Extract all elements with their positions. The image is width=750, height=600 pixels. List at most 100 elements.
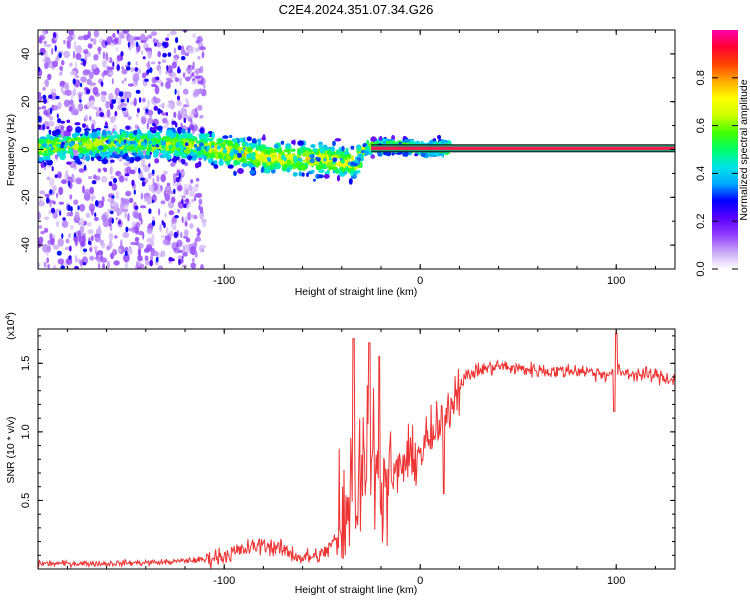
noise-speckle	[56, 250, 62, 256]
noise-speckle	[183, 187, 186, 196]
noise-speckle	[77, 104, 81, 109]
noise-speckle	[110, 43, 116, 47]
noise-speckle	[173, 231, 178, 239]
noise-speckle	[151, 83, 157, 88]
noise-speckle	[115, 217, 118, 221]
noise-speckle	[74, 266, 79, 269]
noise-speckle	[38, 66, 41, 72]
ridge-point	[119, 150, 124, 156]
noise-speckle	[48, 120, 55, 127]
noise-speckle	[40, 230, 45, 235]
noise-speckle	[175, 37, 179, 44]
noise-speckle	[127, 213, 130, 222]
noise-speckle	[46, 176, 51, 181]
spec-ytick-label: 0	[20, 146, 32, 152]
snr-ytick-label: 0.5	[20, 493, 32, 508]
ridge-point	[370, 154, 376, 159]
snr-ylabel: SNR (10 * v/v)	[5, 416, 17, 483]
noise-speckle	[57, 171, 62, 179]
noise-speckle	[141, 181, 146, 187]
ridge-point	[391, 152, 395, 156]
noise-speckle	[172, 181, 177, 187]
ridge-point	[77, 146, 84, 153]
noise-speckle	[92, 38, 97, 45]
ridge-point	[357, 145, 361, 152]
noise-speckle	[111, 217, 114, 224]
ridge-point	[341, 145, 345, 152]
ridge-point	[186, 149, 190, 154]
noise-speckle	[75, 52, 82, 61]
noise-speckle	[60, 85, 64, 93]
ridge-point	[279, 159, 285, 166]
colorbar-axes: 0.0 0.2 0.4 0.6 0.8	[695, 70, 738, 277]
noise-speckle	[163, 222, 166, 229]
noise-speckle	[155, 256, 159, 263]
ridge-core	[200, 146, 205, 151]
ridge-point	[299, 146, 307, 150]
ridge-point	[165, 154, 169, 158]
noise-speckle	[130, 67, 135, 73]
noise-speckle	[128, 35, 134, 44]
noise-speckle	[180, 106, 185, 115]
noise-speckle	[77, 205, 80, 211]
noise-speckle	[89, 255, 95, 261]
noise-speckle	[182, 113, 189, 120]
ridge-core	[234, 150, 240, 155]
noise-speckle	[176, 95, 181, 101]
ridge-point	[327, 151, 333, 155]
noise-speckle	[61, 60, 65, 66]
noise-speckle	[158, 67, 162, 76]
noise-speckle	[194, 75, 201, 79]
noise-speckle	[38, 36, 43, 44]
ridge-point	[308, 149, 313, 153]
noise-speckle	[73, 232, 76, 238]
noise-speckle	[100, 257, 108, 264]
noise-speckle	[134, 81, 138, 86]
noise-speckle	[140, 177, 145, 181]
ridge-point	[239, 137, 244, 143]
noise-speckle	[48, 209, 52, 215]
ridge-point	[73, 143, 80, 151]
ridge-point	[190, 157, 197, 161]
noise-speckle	[141, 97, 147, 103]
noise-speckle	[48, 94, 53, 99]
noise-speckle	[190, 118, 193, 125]
noise-speckle	[90, 99, 95, 107]
ridge-core	[357, 153, 362, 158]
ridge-point	[109, 152, 113, 156]
snr-xlabel: Height of straight line (km)	[295, 584, 418, 596]
noise-speckle	[49, 107, 53, 115]
noise-speckle	[127, 83, 134, 87]
noise-speckle	[195, 185, 199, 193]
ridge-point	[75, 126, 82, 133]
snr-xtick-label: 100	[607, 575, 625, 587]
noise-speckle	[63, 39, 66, 45]
noise-speckle	[144, 260, 150, 266]
ridge-point	[370, 136, 377, 143]
ridge-point	[38, 139, 45, 144]
ridge-core	[184, 142, 189, 147]
noise-speckle	[45, 56, 51, 64]
ridge-point	[247, 146, 252, 153]
noise-speckle	[69, 62, 73, 67]
noise-speckle	[59, 72, 63, 76]
noise-speckle	[195, 67, 200, 76]
noise-speckle	[75, 254, 78, 263]
colorbar-tick-label: 0.2	[695, 214, 707, 229]
ridge-point	[328, 165, 332, 171]
snr-ytick-label: 1.5	[20, 356, 32, 371]
noise-speckle	[164, 212, 167, 218]
ridge-point	[171, 158, 178, 162]
ridge-core	[283, 157, 287, 162]
ridge-point	[364, 150, 370, 156]
ridge-point	[181, 152, 187, 159]
ridge-point	[129, 144, 134, 151]
ridge-core	[315, 156, 319, 161]
noise-speckle	[51, 166, 54, 172]
noise-speckle	[130, 241, 138, 246]
ridge-point	[102, 129, 107, 136]
noise-speckle	[137, 249, 141, 257]
ridge-point	[318, 160, 323, 166]
ridge-point	[330, 146, 335, 152]
noise-speckle	[201, 51, 205, 59]
